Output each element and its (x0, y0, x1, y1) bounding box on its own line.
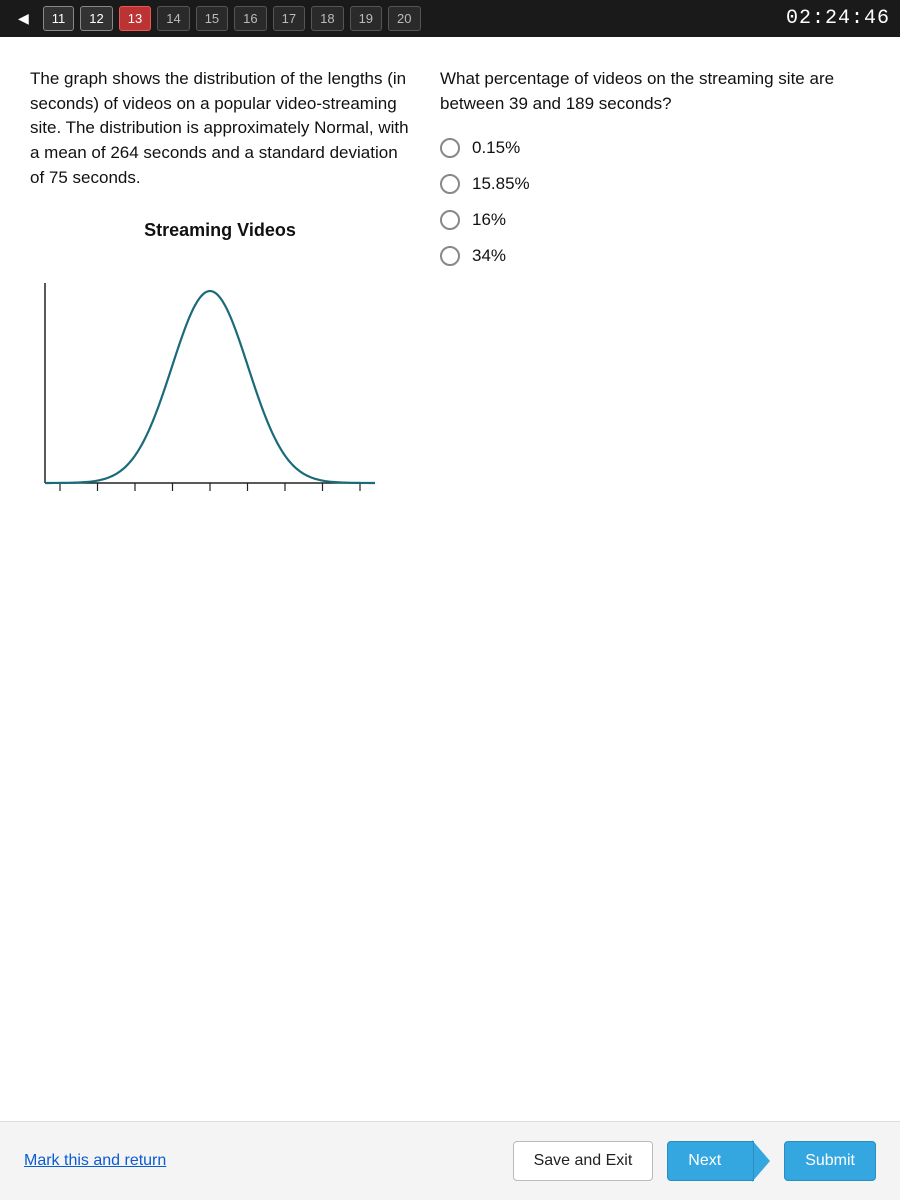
answer-option[interactable]: 15.85% (440, 174, 870, 194)
answer-option[interactable]: 16% (440, 210, 870, 230)
question-nav-17[interactable]: 17 (273, 6, 305, 31)
radio-icon[interactable] (440, 210, 460, 230)
question-nav-12[interactable]: 12 (80, 6, 112, 31)
save-and-exit-button[interactable]: Save and Exit (513, 1141, 654, 1181)
question-stem: The graph shows the distribution of the … (30, 67, 410, 190)
question-nav-20[interactable]: 20 (388, 6, 420, 31)
answer-option-label: 15.85% (472, 174, 530, 194)
answer-option[interactable]: 0.15% (440, 138, 870, 158)
answer-option[interactable]: 34% (440, 246, 870, 266)
question-nav-16[interactable]: 16 (234, 6, 266, 31)
radio-icon[interactable] (440, 138, 460, 158)
question-prompt: What percentage of videos on the streami… (440, 67, 870, 116)
question-nav-18[interactable]: 18 (311, 6, 343, 31)
answer-option-label: 16% (472, 210, 506, 230)
question-content: The graph shows the distribution of the … (0, 37, 900, 1121)
question-nav-14[interactable]: 14 (157, 6, 189, 31)
question-left-column: The graph shows the distribution of the … (30, 67, 410, 1111)
answer-option-label: 0.15% (472, 138, 520, 158)
next-button[interactable]: Next (667, 1141, 754, 1181)
answer-options: 0.15% 15.85% 16% 34% (440, 138, 870, 266)
question-nav-15[interactable]: 15 (196, 6, 228, 31)
chart-title: Streaming Videos (30, 220, 410, 241)
submit-button[interactable]: Submit (784, 1141, 876, 1181)
question-nav-bar: ◀ 1112 1314 1516 1718 1920 02:24:46 (0, 0, 900, 37)
question-nav-13[interactable]: 13 (119, 6, 151, 31)
answer-option-label: 34% (472, 246, 506, 266)
footer-bar: Mark this and return Save and Exit Next … (0, 1121, 900, 1200)
question-nav-19[interactable]: 19 (350, 6, 382, 31)
question-right-column: What percentage of videos on the streami… (440, 67, 870, 1111)
radio-icon[interactable] (440, 246, 460, 266)
radio-icon[interactable] (440, 174, 460, 194)
next-arrow-icon (752, 1140, 770, 1182)
back-arrow-icon[interactable]: ◀ (10, 6, 37, 31)
normal-distribution-chart (30, 253, 390, 533)
mark-and-return-link[interactable]: Mark this and return (24, 1152, 166, 1170)
next-button-wrap[interactable]: Next (667, 1140, 770, 1182)
countdown-timer: 02:24:46 (786, 7, 890, 30)
question-number-list: 1112 1314 1516 1718 1920 (43, 6, 421, 31)
app-root: ◀ 1112 1314 1516 1718 1920 02:24:46 The grap… (0, 0, 900, 1200)
question-nav-11[interactable]: 11 (43, 6, 75, 31)
